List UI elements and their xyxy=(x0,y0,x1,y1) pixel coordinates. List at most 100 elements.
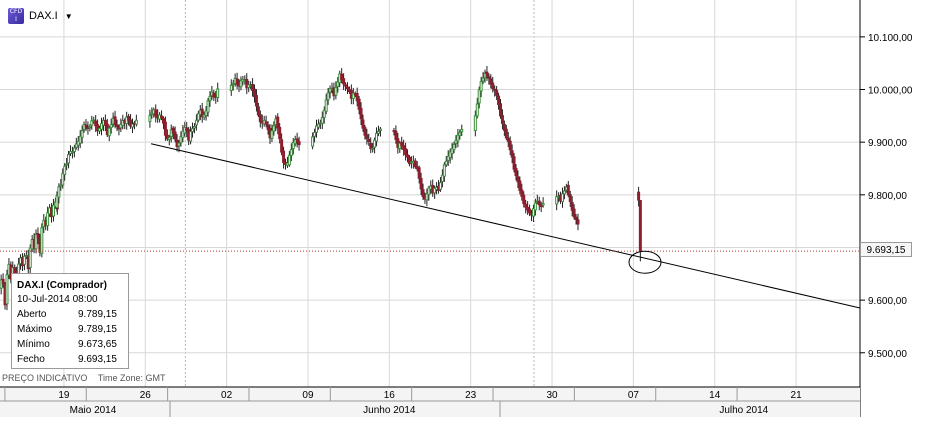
candle-bear xyxy=(528,208,532,214)
candle-bear xyxy=(407,156,411,165)
x-tick-label: 07 xyxy=(628,390,640,401)
footer-note: PREÇO INDICATIVO Time Zone: GMT xyxy=(2,373,166,383)
candle-bear xyxy=(200,108,204,118)
symbol-name[interactable]: DAX.I xyxy=(29,10,58,22)
candle-bull xyxy=(28,247,32,268)
candle-bull xyxy=(291,141,295,150)
candle-bull xyxy=(130,123,134,128)
candle-bull xyxy=(46,212,50,227)
candle-bull xyxy=(438,182,442,190)
candle-bear xyxy=(402,145,406,150)
candle-bull xyxy=(99,123,103,130)
candle-bear xyxy=(497,95,501,105)
candle-bull xyxy=(72,147,76,153)
candle-bear xyxy=(251,83,255,91)
candle-bear xyxy=(344,84,348,87)
candle-bear xyxy=(518,180,522,191)
candle-bull xyxy=(458,132,462,137)
ohlc-info-box: DAX.I (Comprador) 10-Jul-2014 08:00 Aber… xyxy=(11,273,129,369)
x-tick-label: 14 xyxy=(709,390,721,401)
candle-bull xyxy=(481,77,485,82)
candle-bear xyxy=(516,176,520,183)
candle-bear xyxy=(359,107,363,120)
candle-bull xyxy=(444,160,448,166)
candle-bull xyxy=(531,208,535,217)
candle-bear xyxy=(160,115,164,118)
candle-bull xyxy=(328,88,332,93)
candle-bear xyxy=(165,134,169,140)
candle-bull xyxy=(433,187,437,194)
candle-bull xyxy=(61,172,65,186)
candle-bear xyxy=(485,71,489,77)
candle-bear xyxy=(504,128,508,139)
candle-bull xyxy=(334,87,338,96)
symbol-selector[interactable]: CFD I DAX.I ▼ xyxy=(8,7,73,25)
info-label: Mínimo xyxy=(17,339,50,350)
candle-bear xyxy=(342,78,346,85)
candle-bull xyxy=(533,202,537,211)
candle-bear xyxy=(253,88,257,98)
month-label: Maio 2014 xyxy=(70,405,117,416)
candle-bull xyxy=(206,100,210,113)
info-label: Fecho xyxy=(17,354,45,365)
candle-bull xyxy=(351,92,355,99)
cfd-icon-bottom-text: I xyxy=(15,16,17,23)
candle-bull xyxy=(376,130,380,134)
candle-bear xyxy=(115,124,119,128)
candle-bear xyxy=(510,150,514,158)
y-tick-label: 9.600,00 xyxy=(868,296,907,307)
candle-bull xyxy=(427,187,431,195)
info-label: Máximo xyxy=(17,324,53,335)
candle-bear xyxy=(508,140,512,151)
candle-bull xyxy=(311,136,315,147)
candle-bull xyxy=(22,255,26,265)
y-axis-panel xyxy=(860,0,926,417)
candle-bull xyxy=(107,127,111,137)
candle-bear xyxy=(94,120,98,127)
candle-bear xyxy=(574,216,578,220)
candle-bear xyxy=(282,150,286,163)
candle-bear xyxy=(419,177,423,190)
candle-bear xyxy=(258,114,262,123)
candle-bear xyxy=(363,127,367,136)
info-value: 9.789,15 xyxy=(78,309,117,320)
candle-bear xyxy=(404,148,408,155)
candle-bull xyxy=(216,88,220,98)
x-tick-label: 26 xyxy=(140,390,152,401)
info-value: 9.673,65 xyxy=(78,339,117,350)
candle-bear xyxy=(345,86,349,89)
candle-bull xyxy=(336,81,340,87)
candle-bear xyxy=(256,106,260,116)
candle-bear xyxy=(173,131,177,140)
candle-bull xyxy=(425,193,429,201)
candle-bear xyxy=(365,134,369,139)
candle-bull xyxy=(562,190,566,195)
candle-bear xyxy=(566,184,570,196)
candle-bear xyxy=(638,200,642,252)
candle-bear xyxy=(254,95,258,107)
candle-bear xyxy=(297,141,301,146)
candle-bear xyxy=(537,200,541,206)
candle-bear xyxy=(570,201,574,211)
y-tick-label: 9.500,00 xyxy=(868,349,907,360)
candle-bull xyxy=(92,119,96,122)
x-tick-label: 16 xyxy=(384,390,396,401)
x-tick-label: 23 xyxy=(465,390,477,401)
candle-bull xyxy=(477,89,481,104)
candle-bull xyxy=(456,134,460,142)
candle-bull xyxy=(452,144,456,151)
chevron-down-icon[interactable]: ▼ xyxy=(64,11,73,21)
candle-bear xyxy=(524,203,528,208)
x-axis-panel xyxy=(0,387,860,417)
candle-bear xyxy=(361,119,365,129)
candle-bull xyxy=(78,135,82,144)
candle-bull xyxy=(189,131,193,142)
candle-bear xyxy=(235,78,239,85)
candle-bear xyxy=(413,160,417,168)
candle-bull xyxy=(119,123,123,129)
candle-bear xyxy=(113,116,117,126)
candle-bull xyxy=(272,125,276,132)
info-label: Aberto xyxy=(17,309,47,320)
